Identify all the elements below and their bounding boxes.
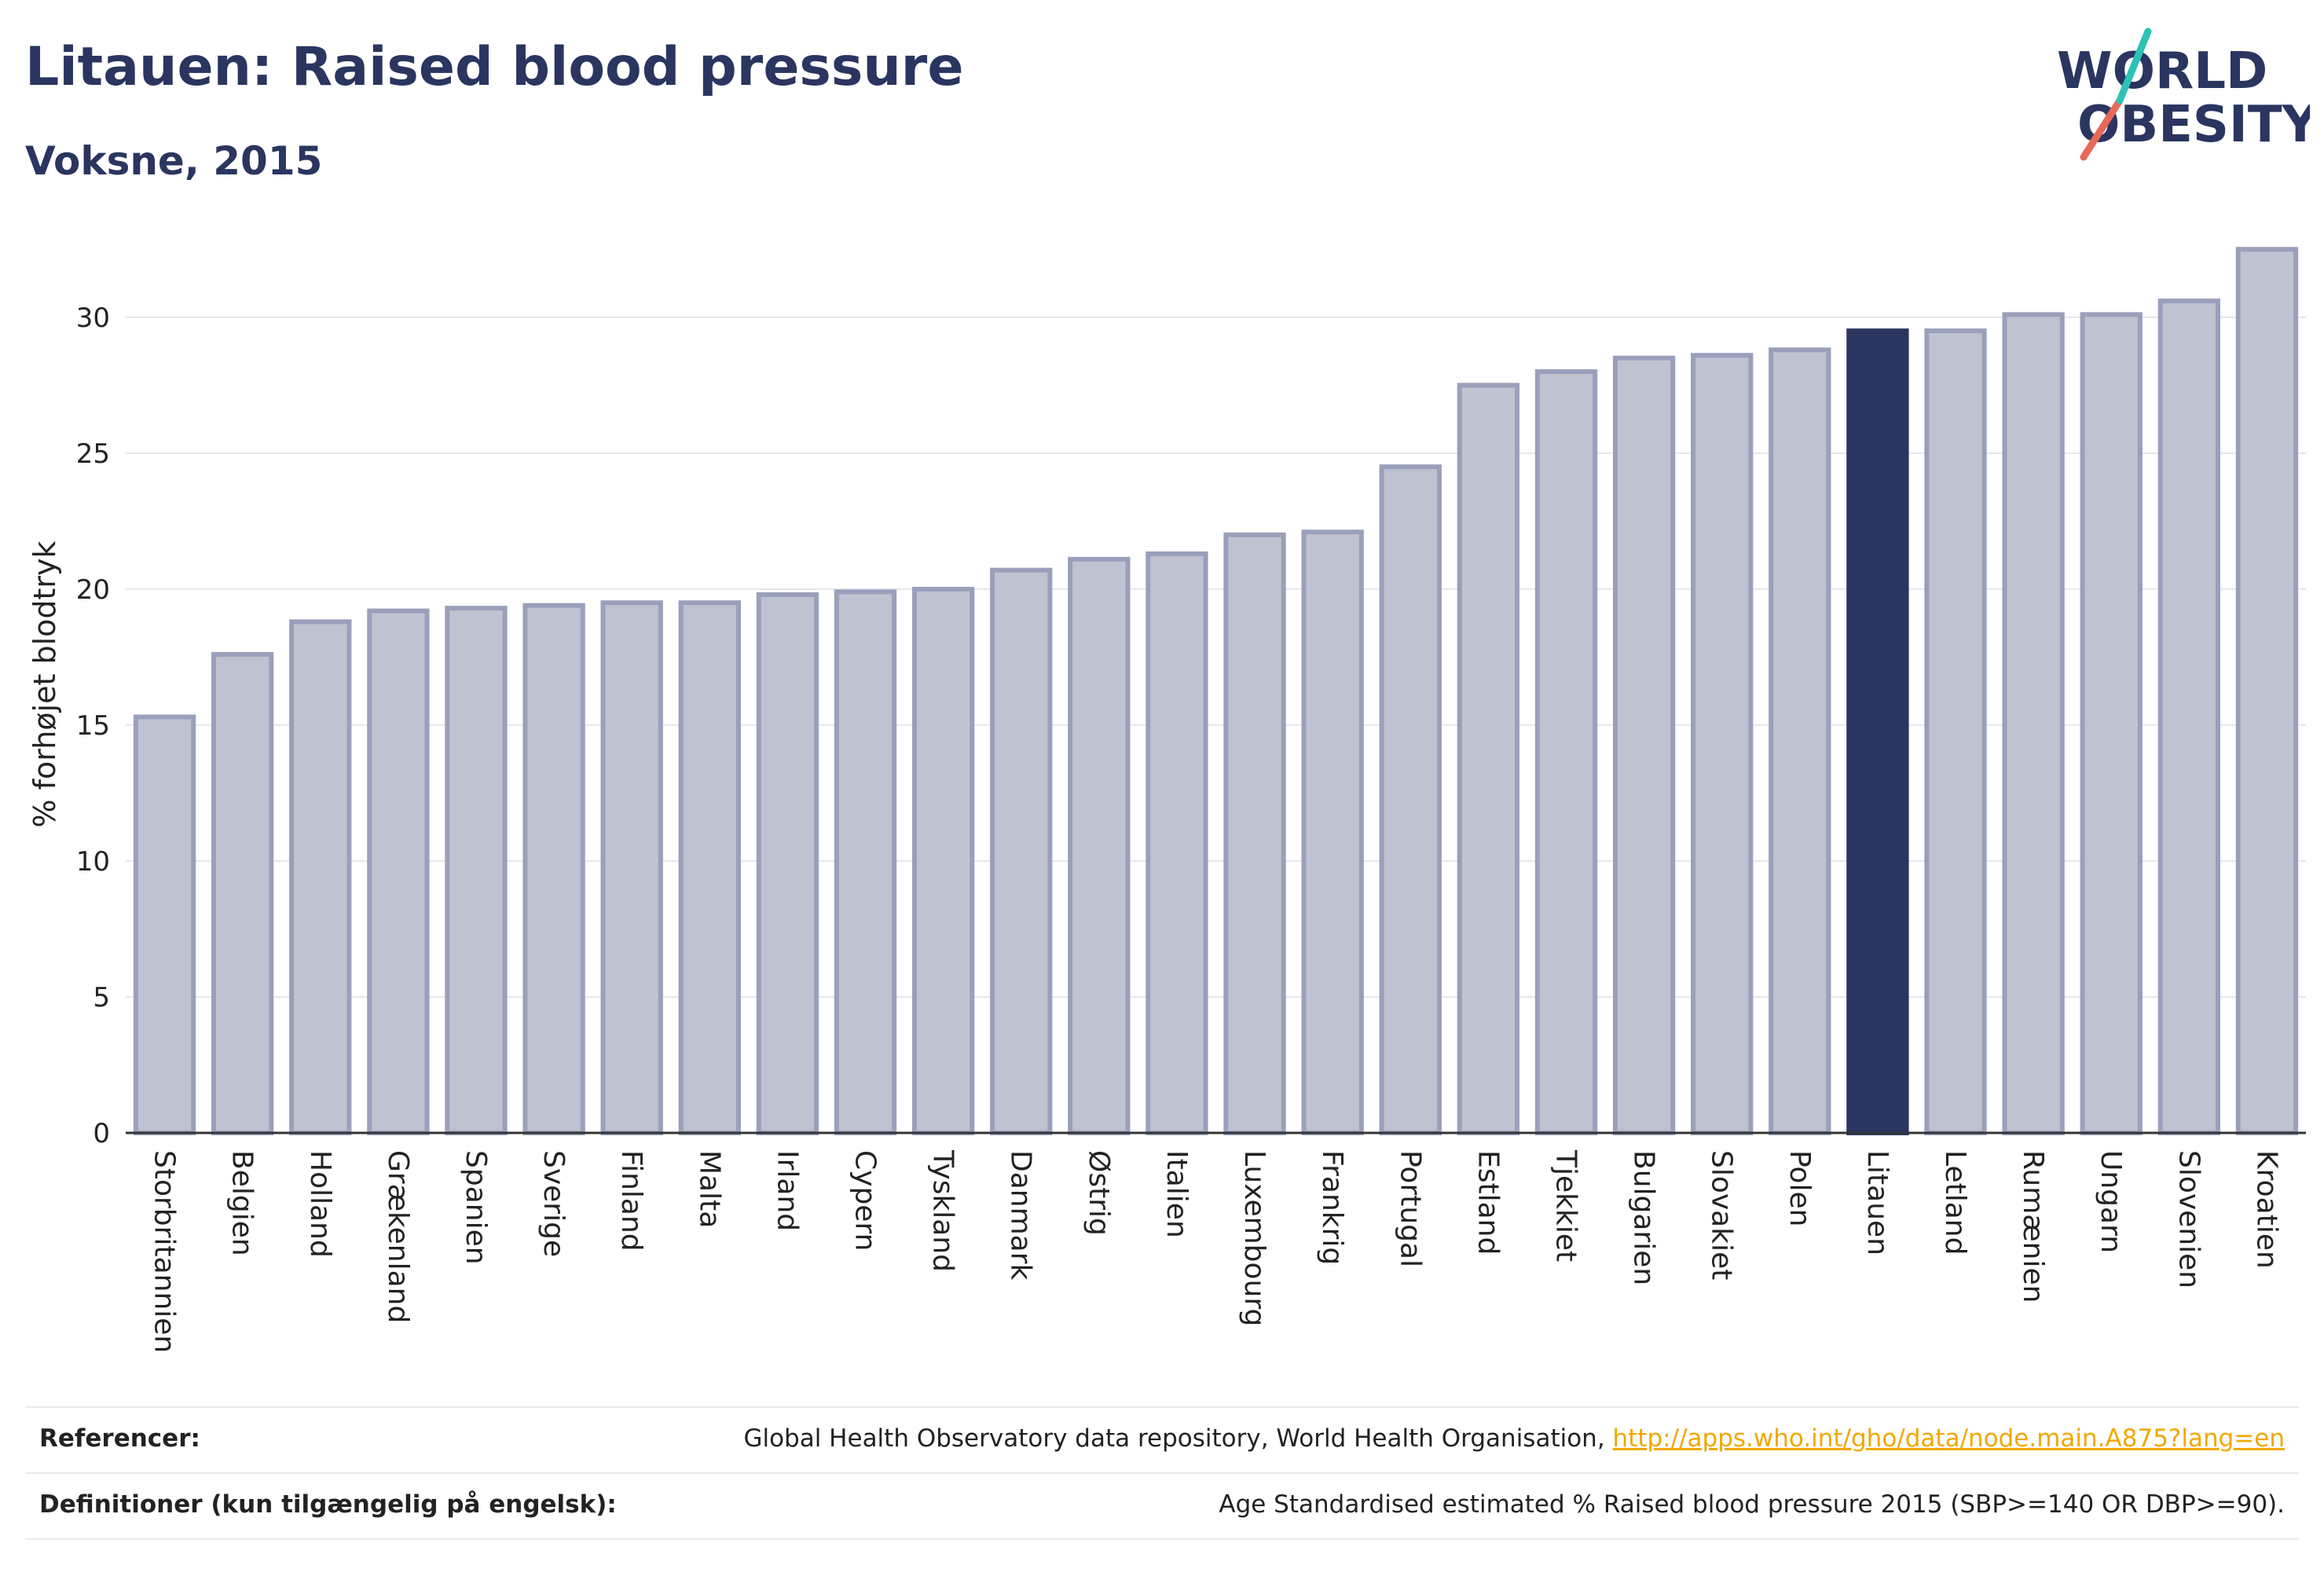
y-tick-label: 20 (76, 574, 110, 606)
references-link[interactable]: http://apps.who.int/gho/data/node.main.A… (1612, 1424, 2285, 1453)
logo-line1: WORLD (2057, 42, 2267, 101)
x-tick-label: Polen (1783, 1150, 1816, 1226)
bar-sverige (522, 603, 585, 1135)
x-tick-label: Sverige (537, 1150, 570, 1257)
bar-tjekkiet (1534, 369, 1598, 1136)
y-tick-label: 5 (93, 982, 110, 1013)
bar-grækenland (367, 608, 430, 1135)
bar-bulgarien (1612, 355, 1676, 1135)
definitions-value: Age Standardised estimated % Raised bloo… (1219, 1490, 2285, 1519)
x-tick-label: Bulgarien (1628, 1150, 1660, 1285)
x-tick-label: Rumænien (2017, 1150, 2049, 1303)
bar-østrig (1068, 556, 1131, 1135)
bar-chart: 0 5 10 15 20 25 30 % forhøjet blodtryk Storbrita… (27, 247, 2306, 1353)
bar-frankrig (1301, 530, 1364, 1135)
x-tick-label: Grækenland (382, 1150, 414, 1323)
chart-subtitle: Voksne, 2015 (25, 138, 323, 184)
bar-danmark (990, 567, 1053, 1135)
x-tick-label: Irland (771, 1150, 803, 1231)
bar-polen (1769, 347, 1831, 1135)
x-tick-label: Kroatien (2250, 1150, 2282, 1269)
x-tick-label: Luxembourg (1238, 1150, 1270, 1326)
references-row: Referencer: Global Health Observatory da… (25, 1406, 2299, 1469)
bar-slovenien (2157, 299, 2221, 1135)
definitions-row: Definitioner (kun tilgængelig på engelsk… (25, 1472, 2299, 1535)
bar-spanien (445, 606, 508, 1135)
bar-rumænien (2002, 312, 2065, 1136)
x-tick-label: Østrig (1083, 1150, 1115, 1236)
x-tick-label: Slovakiet (1706, 1150, 1738, 1280)
bar-irland (756, 592, 819, 1135)
x-tick-label: Cypern (849, 1150, 882, 1251)
x-tick-label: Litauen (1861, 1150, 1893, 1255)
x-tick-label: Belgien (226, 1150, 258, 1256)
bar-holland (289, 619, 352, 1135)
references-text: Global Health Observatory data repositor… (743, 1424, 1613, 1453)
x-tick-label: Portugal (1394, 1150, 1426, 1267)
bar-luxembourg (1223, 532, 1286, 1135)
bar-litauen (1846, 328, 1909, 1135)
bar-estland (1457, 383, 1520, 1136)
x-tick-label: Holland (304, 1150, 336, 1258)
world-obesity-logo: WORLD OBESITY (2057, 27, 2310, 161)
x-tick-label: Tjekkiet (1549, 1149, 1582, 1262)
references-value: Global Health Observatory data repositor… (743, 1424, 2299, 1453)
bar-belgien (211, 651, 274, 1135)
x-tick-label: Storbritannien (148, 1150, 181, 1353)
y-axis-label: % forhøjet blodtryk (27, 541, 62, 827)
x-tick-label: Slovenien (2172, 1150, 2205, 1288)
definitions-label: Definitioner (kun tilgængelig på engelsk… (39, 1490, 617, 1519)
y-tick-label: 25 (76, 438, 110, 470)
bar-finland (600, 600, 663, 1135)
bar-letland (1924, 328, 1987, 1135)
footer: Referencer: Global Health Observatory da… (25, 1406, 2299, 1540)
x-tick-label: Tyskland (927, 1149, 959, 1272)
x-tick-label: Estland (1472, 1150, 1504, 1255)
bar-slovakiet (1691, 353, 1754, 1135)
x-tick-label: Spanien (460, 1150, 492, 1265)
x-tick-label: Malta (693, 1150, 725, 1228)
bar-italien (1146, 551, 1208, 1135)
bar-portugal (1379, 464, 1442, 1135)
bar-storbritannien (133, 714, 196, 1135)
x-tick-label: Italien (1160, 1150, 1193, 1238)
bar-malta (678, 600, 741, 1135)
bar-kroatien (2235, 247, 2299, 1136)
y-tick-label: 30 (76, 302, 110, 334)
y-tick-label: 15 (76, 710, 110, 742)
x-tick-label: Letland (1939, 1150, 1971, 1255)
y-tick-label: 0 (93, 1118, 110, 1149)
x-tick-label: Frankrig (1316, 1150, 1348, 1265)
x-tick-label: Finland (615, 1150, 647, 1252)
bar-ungarn (2080, 312, 2143, 1136)
references-label: Referencer: (39, 1424, 200, 1453)
x-tick-label: Danmark (1005, 1150, 1037, 1281)
y-tick-label: 10 (76, 846, 110, 878)
bar-tyskland (911, 586, 975, 1135)
chart-title: Litauen: Raised blood pressure (25, 36, 964, 98)
x-tick-label: Ungarn (2095, 1150, 2127, 1253)
bar-cypern (834, 589, 897, 1135)
